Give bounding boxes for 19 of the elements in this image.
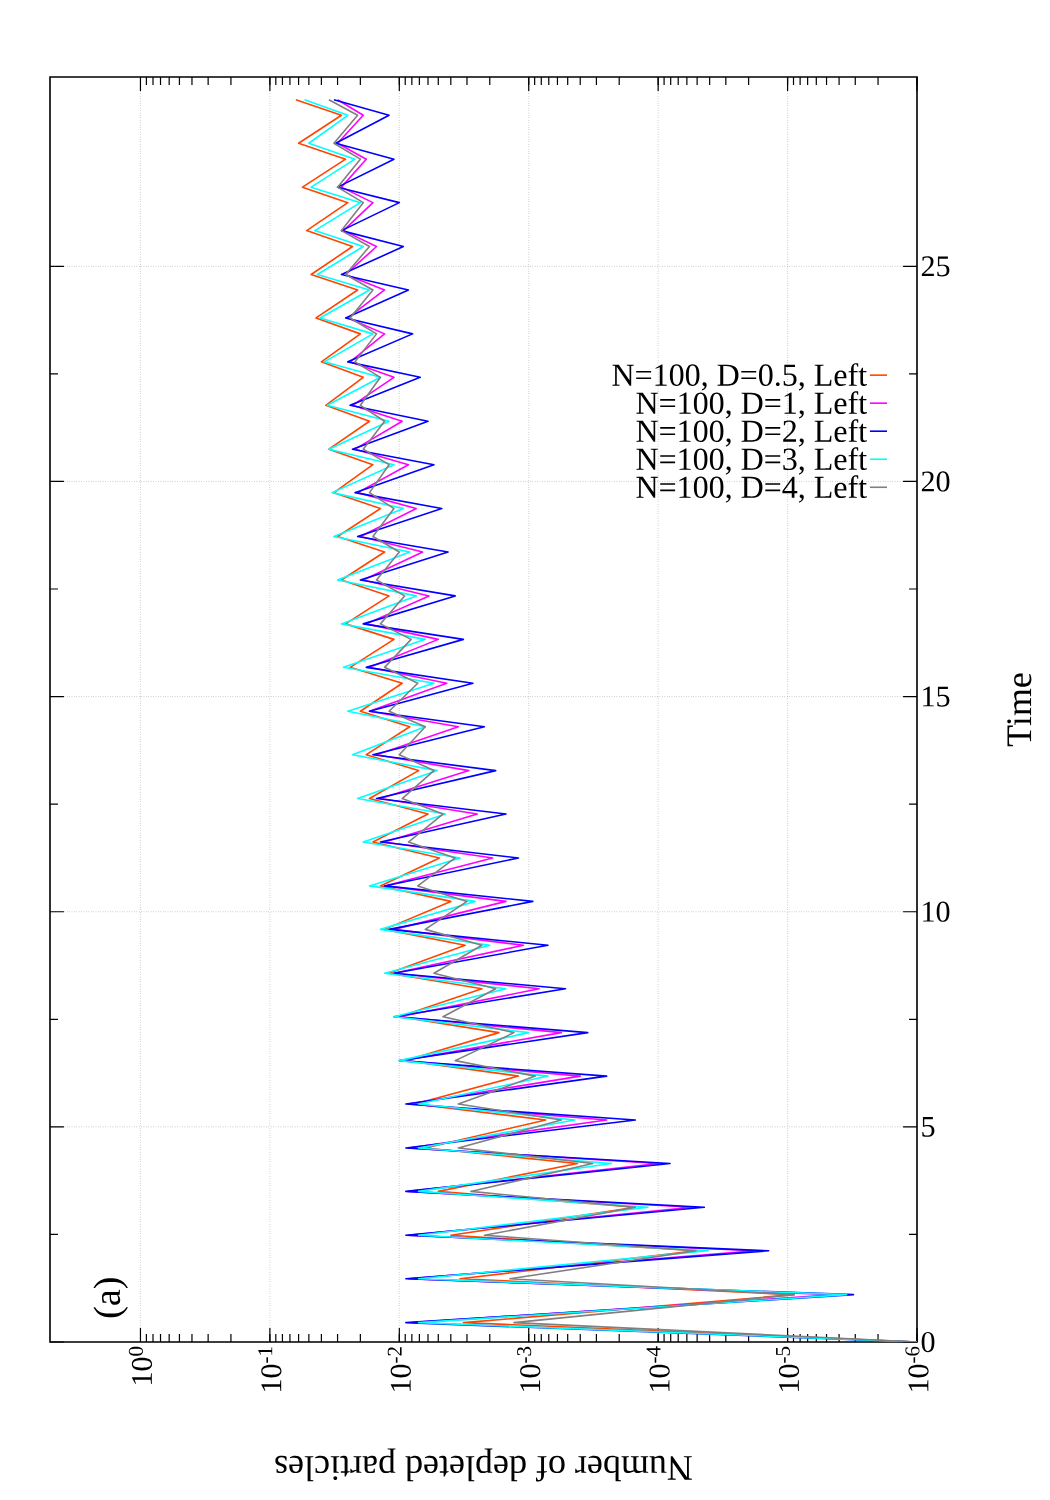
x-axis-title: Number of depleted particles	[275, 1448, 692, 1482]
x-tick-label: 10$^{-2}$	[387, 1347, 411, 1391]
legend-label: N=100, D=1, Left	[636, 391, 867, 419]
annotation: (a)	[93, 1278, 128, 1318]
x-tick-label: 10$^{-5}$	[776, 1346, 800, 1391]
y-tick-label: 10	[923, 901, 950, 922]
x-tick-label: 10$^{-4}$	[646, 1346, 670, 1391]
legend-label: N=100, D=0.5, Left	[612, 363, 867, 391]
y-tick-label: 15	[923, 686, 950, 707]
y-axis-title: Time	[1007, 673, 1032, 747]
y-tick-label: 5	[922, 1116, 935, 1137]
x-tick-label: 10$^{0}$	[128, 1346, 153, 1384]
legend-label: N=100, D=2, Left	[636, 419, 867, 447]
legend-label: N=100, D=4, Left	[636, 475, 867, 503]
y-tick-label: 25	[921, 256, 950, 277]
x-tick-label: 10$^{-1}$	[258, 1347, 282, 1391]
legend-label: N=100, D=3, Left	[636, 447, 867, 475]
x-tick-label: 10$^{-3}$	[517, 1346, 541, 1391]
y-tick-label: 20	[921, 471, 950, 492]
